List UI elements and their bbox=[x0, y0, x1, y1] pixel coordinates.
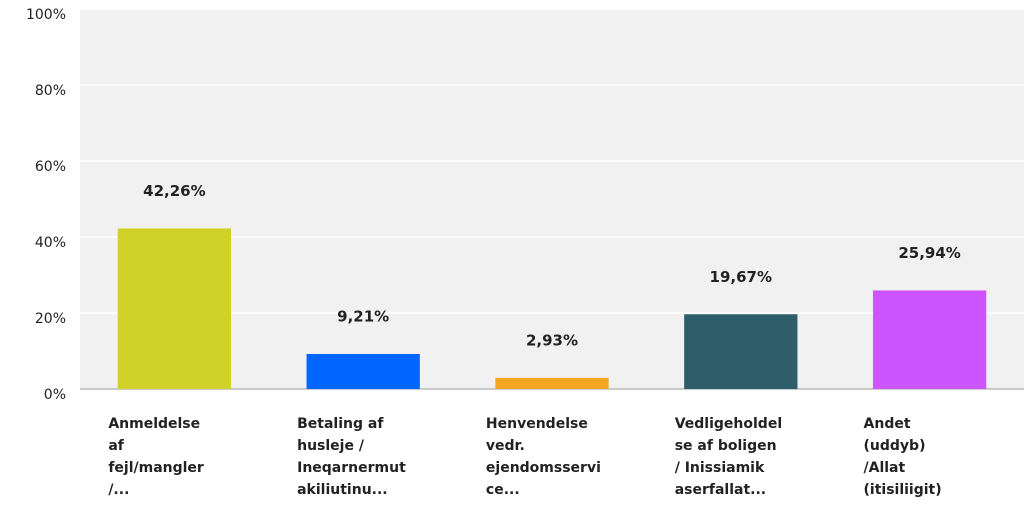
x-tick-label: Betaling af bbox=[297, 416, 384, 432]
bar bbox=[684, 314, 798, 389]
value-label: 9,21% bbox=[337, 308, 389, 326]
value-label: 25,94% bbox=[898, 244, 960, 262]
x-tick-label: af bbox=[108, 438, 124, 454]
bar bbox=[872, 290, 987, 389]
y-tick-label: 0% bbox=[44, 387, 66, 403]
x-tick-label: (itisiliigit) bbox=[864, 482, 942, 498]
x-tick-label: /... bbox=[108, 482, 129, 498]
x-tick-label: ce... bbox=[486, 482, 520, 498]
value-label: 19,67% bbox=[710, 268, 772, 286]
x-tick-label: Anmeldelse bbox=[108, 416, 200, 432]
x-tick-label: /Allat bbox=[864, 460, 906, 476]
x-tick-label: akiliutinu... bbox=[297, 482, 388, 498]
bar bbox=[495, 377, 609, 389]
bar bbox=[306, 354, 420, 389]
y-tick-label: 60% bbox=[35, 159, 66, 175]
x-tick-label: Andet bbox=[864, 416, 911, 432]
y-tick-label: 40% bbox=[35, 235, 66, 251]
y-tick-label: 20% bbox=[35, 311, 66, 327]
x-tick-label: husleje / bbox=[297, 438, 365, 454]
value-label: 2,93% bbox=[526, 331, 578, 349]
x-tick-label: se af boligen bbox=[675, 438, 777, 454]
x-tick-label: aserfallat... bbox=[675, 482, 766, 498]
y-tick-label: 80% bbox=[35, 83, 66, 99]
x-tick-label: (uddyb) bbox=[864, 438, 926, 454]
x-tick-label: fejl/mangler bbox=[108, 460, 204, 476]
x-tick-label: Ineqarnermut bbox=[297, 460, 406, 476]
x-tick-label: / Inissiamik bbox=[675, 460, 765, 476]
value-label: 42,26% bbox=[143, 182, 205, 200]
y-tick-label: 100% bbox=[26, 7, 66, 23]
x-tick-label: Vedligeholdel bbox=[675, 416, 782, 432]
x-tick-label: vedr. bbox=[486, 438, 525, 454]
x-tick-label: Henvendelse bbox=[486, 416, 588, 432]
bar bbox=[117, 228, 232, 389]
plot-area bbox=[80, 9, 1024, 389]
x-tick-label: ejendomsservi bbox=[486, 460, 601, 476]
